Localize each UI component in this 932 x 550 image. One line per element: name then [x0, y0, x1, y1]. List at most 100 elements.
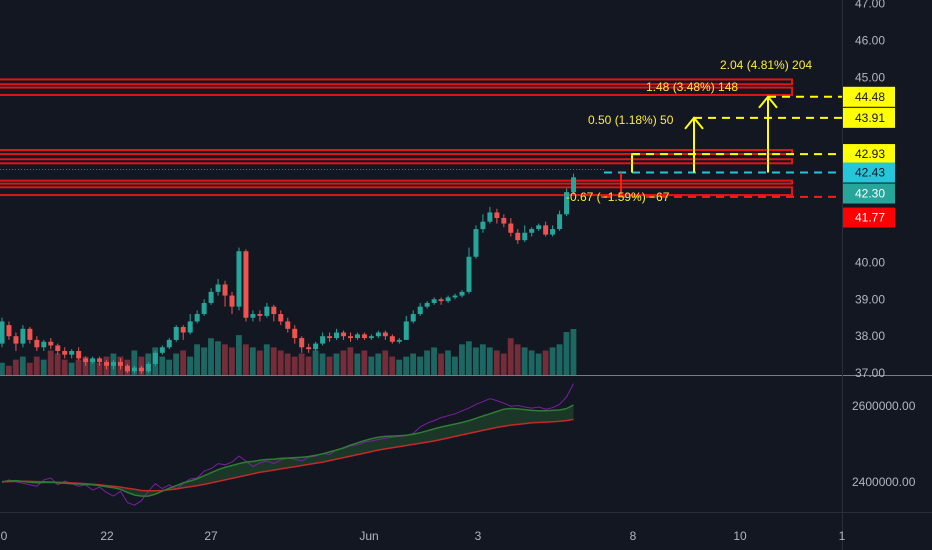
- candle-body: [459, 291, 465, 296]
- price-tick: 37.00: [855, 366, 885, 380]
- candle-body: [473, 229, 479, 257]
- volume-bar: [242, 344, 249, 375]
- price-tag: [843, 183, 895, 204]
- candle-body: [354, 334, 360, 339]
- candle-body: [6, 325, 12, 337]
- volume-bar: [417, 356, 423, 375]
- candle-body: [159, 347, 165, 353]
- candle-body: [250, 314, 256, 318]
- candle-body: [466, 256, 472, 292]
- volume-bar: [291, 356, 298, 375]
- time-tick: 27: [204, 529, 218, 543]
- volume-bar: [270, 347, 277, 375]
- candle-body: [222, 284, 228, 296]
- candle-body: [327, 336, 333, 339]
- volume-bar: [305, 356, 312, 375]
- candle-body: [257, 314, 263, 316]
- time-tick: 1: [839, 529, 846, 543]
- volume-bar: [431, 347, 437, 375]
- volume-bar: [19, 356, 26, 375]
- volume-bar: [5, 365, 12, 375]
- volume-bar: [208, 338, 214, 375]
- candle-body: [487, 212, 493, 222]
- candle-body: [424, 302, 430, 307]
- candle-body: [431, 299, 437, 303]
- indicator-fast-line: [1, 404, 574, 497]
- price-tag: [843, 144, 895, 165]
- volume-bar: [68, 362, 75, 375]
- candle-body: [564, 192, 570, 215]
- target2-arrow-head: [758, 95, 778, 109]
- candle-body: [180, 326, 186, 333]
- volume-bar: [382, 350, 389, 375]
- candle-body: [131, 367, 137, 372]
- candle-body: [229, 295, 235, 307]
- candle-body: [55, 345, 61, 351]
- volume-bar: [82, 356, 89, 375]
- volume-bar: [263, 344, 270, 375]
- time-tick: 0: [1, 529, 8, 543]
- volume-bar: [194, 344, 200, 375]
- resistance-zone: [0, 86, 793, 96]
- volume-bar: [493, 350, 500, 375]
- candle-body: [138, 367, 144, 372]
- volume-bar: [298, 353, 305, 375]
- volume-bar: [389, 356, 396, 375]
- candle-body: [389, 336, 395, 342]
- candle-body: [292, 328, 298, 339]
- volume-bar: [201, 347, 207, 375]
- candle-body: [306, 347, 312, 350]
- time-tick: 22: [100, 529, 114, 543]
- volume-bar: [500, 353, 507, 375]
- volume-bar: [507, 338, 514, 375]
- candle-body: [536, 225, 542, 230]
- candle-body: [90, 358, 96, 363]
- candle-body: [515, 232, 521, 241]
- volume-bar: [556, 344, 563, 375]
- candle-body: [97, 358, 103, 363]
- candle-body: [145, 363, 151, 372]
- candle-body: [348, 336, 353, 339]
- candle-body: [410, 314, 416, 322]
- time-tick: 8: [630, 529, 637, 543]
- volume-bar: [131, 350, 138, 375]
- candle-body: [550, 229, 556, 235]
- candle-body: [494, 212, 500, 218]
- volume-bar: [235, 335, 242, 375]
- volume-bar: [410, 353, 417, 375]
- volume-bar: [249, 347, 256, 375]
- target1-arrow-head: [684, 116, 704, 130]
- price-tag: [843, 207, 895, 228]
- measurement-tools[interactable]: 2.04 (4.81%) 204 1.48 (3.48%) 148 0.50 (1.…: [0, 58, 842, 204]
- volume-bar: [514, 344, 521, 375]
- candle-body: [34, 339, 40, 348]
- volume-bar: [319, 353, 326, 375]
- volume-bar: [40, 359, 47, 375]
- price-tick: 46.00: [855, 34, 885, 48]
- price-tag-label: 42.30: [855, 187, 885, 201]
- candle-body: [166, 339, 172, 348]
- volume-bar: [368, 356, 375, 375]
- volume-bar: [375, 353, 382, 375]
- candle-body: [529, 229, 535, 233]
- price-tick: 39.00: [855, 292, 885, 306]
- horizontal-zones[interactable]: [0, 78, 793, 197]
- candle-body: [368, 336, 374, 339]
- time-axis[interactable]: 0 22 27 Jun 3 8 10 1: [1, 529, 846, 543]
- indicator-tick: 2400000.00: [852, 475, 916, 489]
- indicator-tick: 2600000.00: [852, 399, 916, 413]
- resistance-zone: [0, 186, 793, 197]
- candle-body: [111, 362, 117, 366]
- candle-body: [375, 332, 381, 337]
- candle-body: [320, 336, 326, 344]
- candle-body: [215, 284, 221, 292]
- candle-body: [201, 302, 207, 315]
- candle-body: [124, 365, 130, 372]
- volume-bar: [549, 347, 556, 375]
- volume-bar: [403, 356, 410, 375]
- resistance-zone: [0, 158, 793, 165]
- candle-body: [194, 314, 200, 322]
- candle-body: [117, 362, 123, 366]
- candlesticks: [0, 173, 577, 374]
